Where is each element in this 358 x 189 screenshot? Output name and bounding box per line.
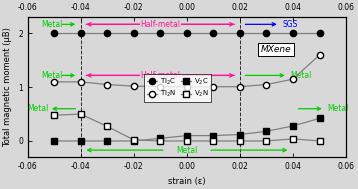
V$_2$C: [185, 134, 189, 137]
Ti$_2$C: [264, 32, 268, 35]
V$_2$C: [105, 140, 110, 142]
Ti$_2$N: [238, 86, 242, 88]
Text: Metal: Metal: [41, 20, 62, 29]
Text: Half-metal: Half-metal: [140, 71, 180, 80]
V$_2$N: [52, 114, 57, 116]
Ti$_2$N: [132, 85, 136, 87]
Ti$_2$N: [79, 81, 83, 83]
V$_2$N: [185, 140, 189, 142]
Ti$_2$N: [291, 78, 295, 80]
Legend: Ti$_2$C, Ti$_2$N, V$_2$C, V$_2$N: Ti$_2$C, Ti$_2$N, V$_2$C, V$_2$N: [144, 74, 211, 102]
V$_2$C: [291, 125, 295, 127]
Text: MXene: MXene: [261, 45, 291, 54]
Ti$_2$N: [264, 83, 268, 86]
Ti$_2$C: [238, 32, 242, 35]
V$_2$N: [79, 113, 83, 115]
Text: Metal: Metal: [28, 104, 49, 113]
V$_2$C: [317, 117, 321, 119]
Ti$_2$N: [211, 86, 216, 88]
Ti$_2$C: [158, 32, 163, 35]
V$_2$N: [291, 138, 295, 140]
V$_2$C: [79, 140, 83, 142]
Ti$_2$C: [79, 32, 83, 35]
V$_2$C: [52, 140, 57, 142]
X-axis label: strain (ε): strain (ε): [168, 177, 206, 186]
V$_2$N: [211, 140, 216, 142]
Text: Half-metal: Half-metal: [140, 20, 180, 29]
Ti$_2$N: [185, 86, 189, 88]
V$_2$N: [158, 140, 163, 142]
V$_2$N: [238, 140, 242, 142]
Text: SGS: SGS: [282, 20, 298, 29]
Text: Metal: Metal: [176, 146, 198, 155]
Ti$_2$N: [52, 81, 57, 83]
V$_2$N: [105, 125, 110, 128]
V$_2$C: [238, 133, 242, 136]
Ti$_2$C: [132, 32, 136, 35]
Ti$_2$N: [105, 83, 110, 86]
V$_2$C: [264, 130, 268, 132]
Ti$_2$C: [185, 32, 189, 35]
Y-axis label: Total magnetic moment (μB): Total magnetic moment (μB): [4, 27, 13, 147]
V$_2$C: [158, 137, 163, 139]
Line: V$_2$C: V$_2$C: [52, 116, 322, 144]
Ti$_2$C: [317, 32, 321, 35]
Ti$_2$N: [317, 54, 321, 56]
Ti$_2$C: [52, 32, 57, 35]
Line: Ti$_2$C: Ti$_2$C: [51, 30, 323, 37]
Ti$_2$N: [158, 86, 163, 88]
V$_2$N: [317, 140, 321, 142]
V$_2$C: [211, 134, 216, 137]
Ti$_2$C: [291, 32, 295, 35]
Ti$_2$C: [105, 32, 110, 35]
Text: Metal: Metal: [290, 71, 312, 80]
Text: Metal: Metal: [328, 104, 349, 113]
Text: Metal: Metal: [41, 71, 62, 80]
Ti$_2$C: [211, 32, 216, 35]
V$_2$N: [132, 139, 136, 141]
Line: Ti$_2$N: Ti$_2$N: [51, 52, 323, 90]
V$_2$N: [264, 140, 268, 142]
V$_2$C: [132, 140, 136, 142]
Line: V$_2$N: V$_2$N: [52, 111, 322, 144]
